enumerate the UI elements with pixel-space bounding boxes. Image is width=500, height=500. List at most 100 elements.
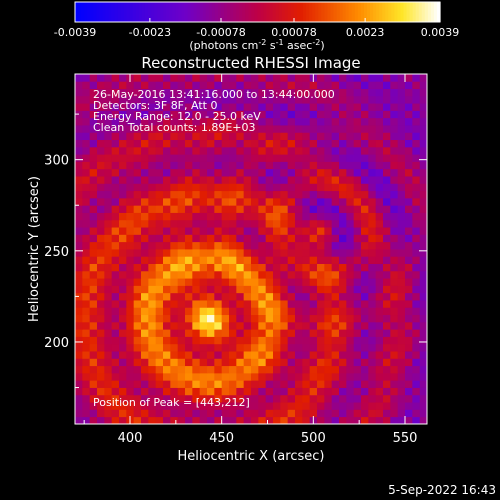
colorbar-cell [217,2,222,22]
heatmap-pixel [82,372,91,381]
heatmap-pixel [346,402,355,410]
heatmap-pixel [295,103,303,111]
heatmap-pixel [170,168,179,177]
heatmap-pixel [265,351,274,359]
heatmap-pixel [397,307,406,316]
heatmap-pixel [119,197,127,206]
heatmap-pixel [104,314,113,323]
heatmap-pixel [199,234,208,243]
heatmap-pixel [390,402,399,410]
heatmap-pixel [148,380,157,388]
heatmap-pixel [383,285,391,294]
colorbar-cell [81,2,85,22]
heatmap-pixel [331,190,340,199]
heatmap-pixel [104,278,113,286]
heatmap-pixel [177,154,186,162]
heatmap-pixel [155,380,164,388]
heatmap-pixel [339,132,347,141]
heatmap-pixel [361,402,369,410]
heatmap-pixel [221,103,230,111]
heatmap-pixel [353,234,362,243]
heatmap-pixel [346,125,355,133]
heatmap-pixel [302,387,311,396]
heatmap-pixel [361,300,369,308]
heatmap-pixel [353,88,362,97]
heatmap-pixel [287,227,296,235]
heatmap-pixel [397,416,406,424]
heatmap-pixel [265,241,274,250]
heatmap-pixel [243,117,252,126]
heatmap-pixel [229,117,237,126]
heatmap-pixel [111,110,120,119]
heatmap-pixel [141,307,149,316]
heatmap-pixel [258,234,267,243]
heatmap-pixel [82,176,91,184]
heatmap-pixel [177,95,186,104]
heatmap-pixel [104,234,113,243]
heatmap-pixel [221,161,230,170]
heatmap-pixel [221,176,230,184]
heatmap-pixel [126,278,135,286]
heatmap-pixel [397,132,406,141]
heatmap-pixel [368,125,377,133]
heatmap-pixel [383,117,391,126]
heatmap-pixel [302,351,311,359]
heatmap-pixel [243,314,252,323]
heatmap-pixel [243,307,252,316]
heatmap-pixel [361,256,369,264]
heatmap-pixel [104,125,113,133]
heatmap-pixel [177,146,186,155]
heatmap-pixel [339,336,347,345]
heatmap-pixel [221,168,230,177]
heatmap-pixel [339,168,347,177]
heatmap-pixel [199,365,208,374]
heatmap-pixel [309,372,318,381]
colorbar-cell [245,2,249,22]
heatmap-pixel [287,358,296,367]
heatmap-pixel [390,394,399,403]
heatmap-pixel [273,117,281,126]
heatmap-pixel [170,278,179,286]
heatmap-pixel [163,314,171,323]
colorbar-cell [397,2,402,22]
heatmap-pixel [163,125,171,133]
heatmap-pixel [207,132,215,141]
heatmap-pixel [295,146,303,155]
heatmap-pixel [287,234,296,243]
heatmap-pixel [287,307,296,316]
heatmap-pixel [375,292,384,301]
heatmap-pixel [207,358,215,367]
heatmap-pixel [243,234,252,243]
heatmap-pixel [236,329,245,337]
heatmap-pixel [375,249,384,257]
heatmap-pixel [89,402,98,410]
colorbar-cell [251,2,256,22]
heatmap-pixel [258,278,267,286]
heatmap-pixel [170,146,179,155]
heatmap-pixel [273,110,281,119]
heatmap-pixel [273,190,281,199]
heatmap-pixel [163,227,171,235]
colorbar-cell [394,2,399,22]
heatmap-pixel [361,249,369,257]
heatmap-pixel [170,161,179,170]
heatmap-pixel [221,88,230,97]
heatmap-pixel [251,402,259,410]
heatmap-pixel [170,263,179,272]
heatmap-pixel [339,394,347,403]
heatmap-pixel [375,329,384,337]
heatmap-pixel [199,409,208,418]
heatmap-pixel [89,74,98,82]
heatmap-pixel [280,161,289,170]
heatmap-pixel [82,300,91,308]
heatmap-pixel [419,205,427,213]
heatmap-pixel [273,95,281,104]
heatmap-pixel [163,394,171,403]
heatmap-pixel [163,329,171,337]
heatmap-pixel [185,256,193,264]
heatmap-pixel [280,125,289,133]
heatmap-pixel [339,95,347,104]
heatmap-pixel [163,380,171,388]
heatmap-pixel [97,285,105,294]
heatmap-pixel [155,372,164,381]
